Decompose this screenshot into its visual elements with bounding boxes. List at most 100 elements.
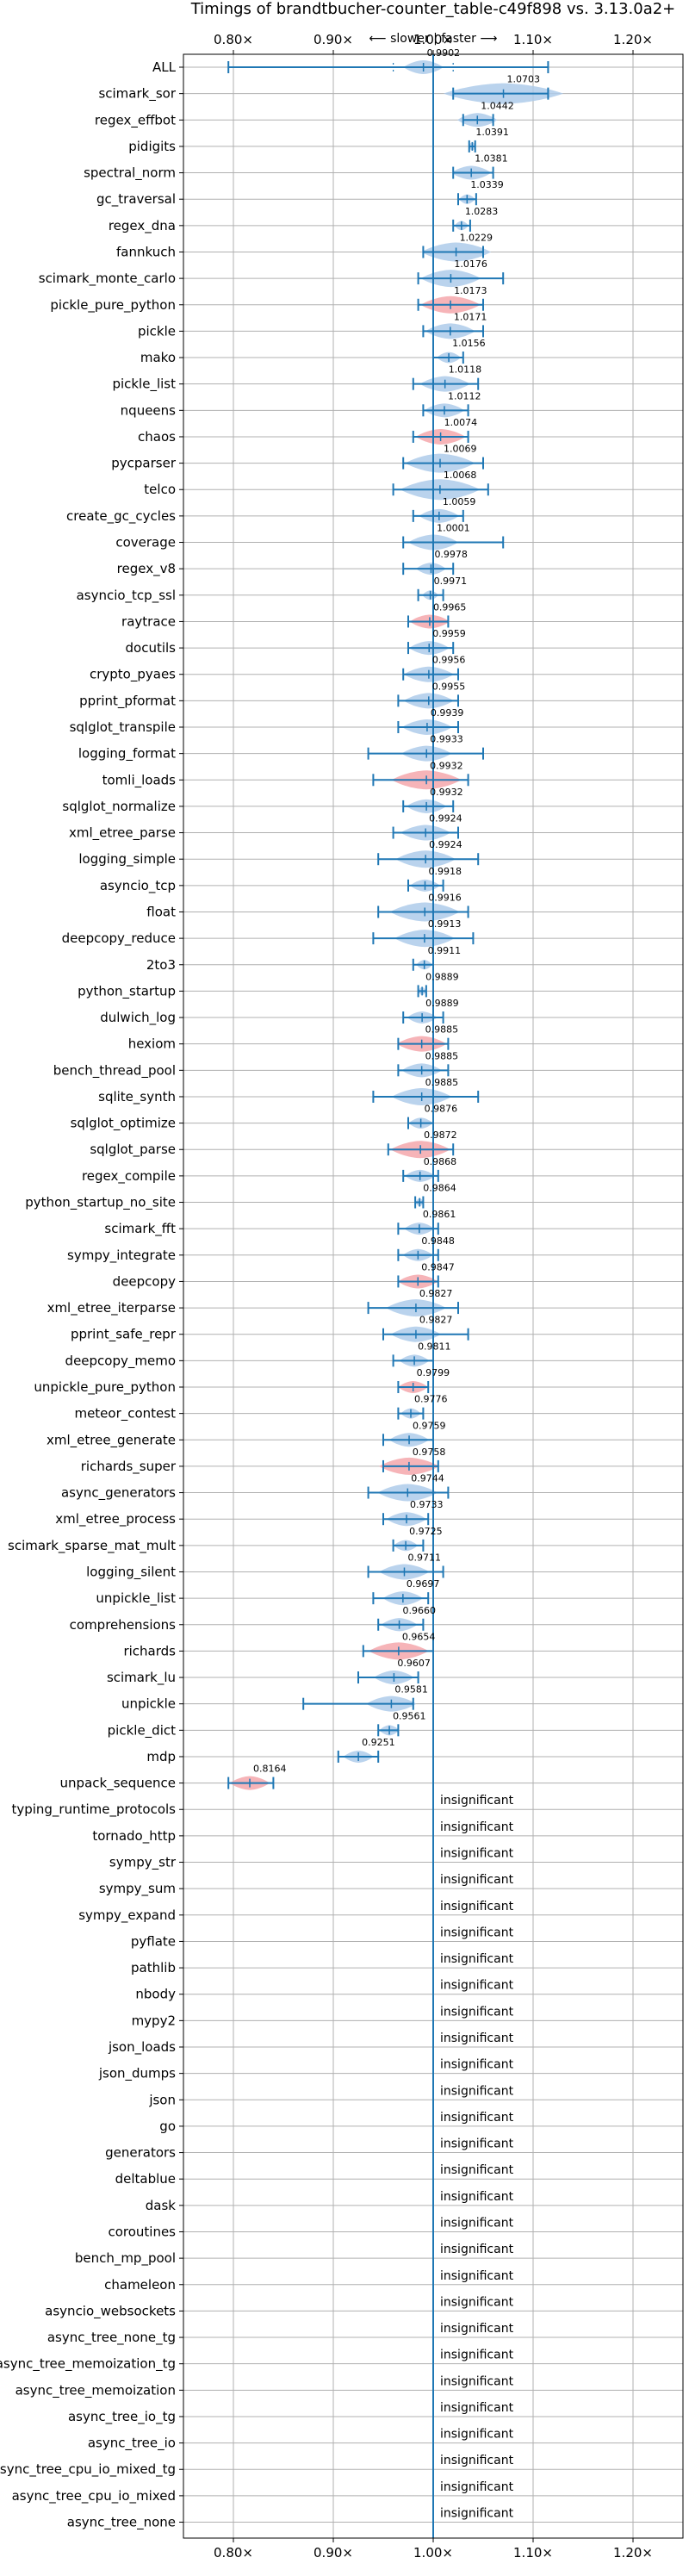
benchmark-label: regex_compile: [82, 1168, 176, 1185]
benchmark-label: tomli_loads: [102, 772, 177, 788]
value-label: 0.9711: [407, 1552, 441, 1563]
insignificant-label: insignificant: [440, 2111, 514, 2125]
benchmark-label: logging_simple: [78, 851, 176, 868]
x-tick-label-bottom: 1.10×: [513, 2545, 553, 2560]
benchmark-label: deepcopy_reduce: [62, 930, 176, 947]
benchmark-label: comprehensions: [70, 1617, 177, 1633]
value-label: 1.0173: [454, 285, 487, 296]
value-label: 1.0156: [452, 338, 486, 349]
benchmark-label: pickle_list: [112, 376, 176, 393]
benchmark-label: nbody: [135, 1987, 176, 2002]
benchmark-label: gc_traversal: [96, 191, 176, 208]
value-label: 0.9561: [393, 1710, 426, 1721]
x-tick-label-top: 0.80×: [214, 32, 253, 47]
benchmark-label: float: [146, 904, 176, 919]
value-label: 0.9971: [434, 576, 468, 587]
insignificant-label: insignificant: [440, 2032, 514, 2045]
value-label: 0.9978: [434, 549, 468, 560]
value-label: 1.0229: [460, 232, 493, 243]
benchmark-label: async_tree_none_tg: [47, 2330, 176, 2346]
insignificant-label: insignificant: [440, 1926, 514, 1939]
benchmark-label: pathlib: [131, 1960, 176, 1976]
benchmark-label: telco: [144, 482, 176, 497]
insignificant-label: insignificant: [440, 2058, 514, 2072]
insignificant-label: insignificant: [440, 2243, 514, 2256]
benchmark-label: unpack_sequence: [60, 1776, 176, 1792]
value-label: 0.9913: [428, 918, 461, 930]
value-label: 1.0074: [444, 417, 478, 428]
value-label: 1.0171: [454, 311, 487, 322]
value-label: 0.9924: [429, 813, 462, 824]
benchmark-label: mdp: [146, 1749, 176, 1764]
value-label: 1.0381: [475, 153, 508, 165]
benchmark-label: hexiom: [128, 1036, 176, 1052]
insignificant-label: insignificant: [440, 2480, 514, 2494]
x-tick-label-bottom: 1.00×: [413, 2545, 453, 2560]
benchmark-label: deepcopy_memo: [65, 1353, 176, 1369]
value-label: 0.9799: [417, 1367, 450, 1378]
value-label: 0.9932: [430, 787, 463, 798]
value-label: 0.9847: [421, 1261, 455, 1272]
benchmark-label: spectral_norm: [84, 165, 176, 182]
value-label: 0.9885: [425, 1050, 459, 1061]
benchmark-label: pickle_pure_python: [50, 297, 176, 314]
insignificant-label: insignificant: [440, 2190, 514, 2204]
benchmark-label: chaos: [138, 429, 176, 445]
value-label: 1.0703: [507, 74, 541, 85]
value-label: 0.9876: [425, 1104, 457, 1115]
benchmark-label: mako: [140, 350, 176, 365]
value-label: 0.9911: [428, 945, 462, 956]
insignificant-label: insignificant: [440, 2454, 514, 2467]
benchmark-label: regex_v8: [117, 561, 176, 577]
benchmark-label: sympy_integrate: [67, 1248, 176, 1264]
value-label: 0.9827: [419, 1315, 453, 1326]
x-tick-label-top: 1.10×: [513, 32, 553, 47]
benchmark-label: async_tree_cpu_io_mixed: [12, 2488, 176, 2504]
insignificant-label: insignificant: [440, 1873, 514, 1887]
benchmark-label: sympy_str: [109, 1855, 177, 1871]
x-tick-label-bottom: 0.80×: [214, 2545, 253, 2560]
x-tick-label-top: 1.00×: [413, 32, 453, 47]
benchmark-label: async_tree_io_tg: [68, 2409, 176, 2425]
benchmark-label: pickle: [138, 323, 176, 339]
value-label: 0.9660: [403, 1605, 437, 1616]
value-label: 0.9827: [419, 1288, 453, 1299]
benchmark-label: nqueens: [121, 402, 176, 418]
value-label: 0.8164: [253, 1764, 287, 1775]
insignificant-label: insignificant: [440, 1900, 514, 1913]
insignificant-label: insignificant: [440, 1847, 514, 1861]
value-label: 0.9885: [425, 1077, 459, 1088]
benchmark-label: json_loads: [108, 2039, 176, 2056]
benchmark-label: unpickle: [121, 1696, 176, 1712]
benchmark-label: async_tree_memoization: [16, 2382, 176, 2399]
benchmark-label: crypto_pyaes: [90, 667, 176, 683]
insignificant-label: insignificant: [440, 2374, 514, 2388]
benchmark-label: scimark_monte_carlo: [39, 271, 176, 287]
benchmark-label: coverage: [115, 535, 176, 551]
x-tick-label-bottom: 0.90×: [313, 2545, 353, 2560]
insignificant-label: insignificant: [440, 2401, 514, 2415]
insignificant-label: insignificant: [440, 1820, 514, 1834]
insignificant-label: insignificant: [440, 2084, 514, 2098]
benchmark-label: pickle_dict: [108, 1722, 176, 1739]
benchmark-label: python_startup: [78, 983, 176, 999]
value-label: 0.9889: [425, 971, 459, 982]
benchmark-label: sqlglot_transpile: [70, 719, 176, 736]
value-label: 0.9776: [414, 1394, 448, 1405]
benchmark-label: ALL: [152, 59, 177, 75]
benchmark-label: chameleon: [104, 2277, 176, 2293]
benchmark-label: pidigits: [128, 139, 176, 154]
benchmark-label: mypy2: [132, 2013, 176, 2028]
benchmark-label: json_dumps: [98, 2066, 176, 2082]
value-label: 1.0068: [444, 470, 477, 481]
value-label: 0.9868: [424, 1156, 457, 1167]
value-label: 0.9939: [431, 707, 464, 719]
value-label: 1.0176: [454, 258, 487, 270]
insignificant-label: insignificant: [440, 2295, 514, 2309]
benchmark-label: sqlglot_parse: [90, 1142, 176, 1158]
benchmark-label: regex_dna: [109, 218, 176, 234]
benchmark-label: sympy_expand: [78, 1907, 176, 1924]
value-label: 0.9918: [428, 866, 462, 877]
